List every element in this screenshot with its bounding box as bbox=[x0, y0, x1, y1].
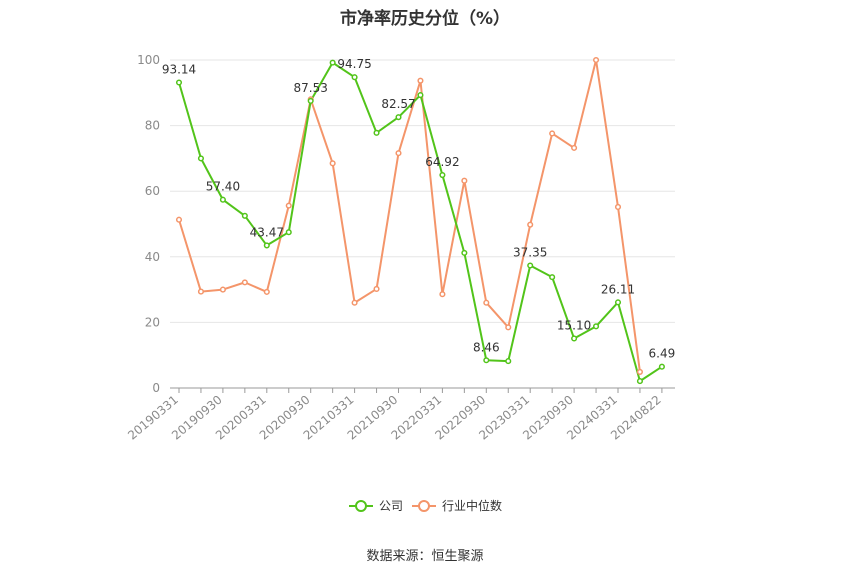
data-label: 26.11 bbox=[601, 282, 635, 296]
data-point bbox=[373, 285, 380, 292]
data-point bbox=[417, 92, 424, 99]
data-point bbox=[263, 242, 270, 249]
data-label: 8.46 bbox=[473, 340, 500, 354]
y-tick-label: 60 bbox=[145, 184, 160, 198]
data-label: 37.35 bbox=[513, 245, 547, 259]
y-tick-label: 100 bbox=[137, 53, 160, 67]
y-axis: 0 20 40 60 80 100 bbox=[137, 53, 160, 395]
legend-swatch-marker bbox=[418, 500, 430, 512]
data-point bbox=[175, 216, 183, 223]
data-point bbox=[571, 144, 578, 151]
y-tick-label: 80 bbox=[145, 119, 160, 133]
data-point bbox=[263, 288, 270, 295]
data-point bbox=[505, 358, 512, 365]
data-point bbox=[636, 378, 644, 385]
data-label: 87.53 bbox=[294, 81, 328, 95]
data-point bbox=[329, 160, 336, 167]
legend-item-0: 公司 bbox=[349, 499, 403, 513]
series-points bbox=[175, 56, 665, 385]
grid-lines bbox=[170, 59, 675, 389]
data-point bbox=[395, 114, 402, 121]
data-point bbox=[614, 203, 622, 210]
data-point bbox=[527, 262, 534, 269]
data-label: 6.49 bbox=[649, 347, 676, 361]
data-label: 57.40 bbox=[206, 180, 240, 194]
data-point bbox=[395, 150, 402, 157]
data-label: 15.10 bbox=[557, 318, 591, 332]
x-axis: 2019033120190930202003312020093020210331… bbox=[125, 388, 664, 443]
legend-label: 行业中位数 bbox=[442, 498, 502, 513]
data-point bbox=[241, 279, 248, 286]
data-labels: 93.14 57.40 43.47 87.53 94.75 82.57 64.92 8.46 3… bbox=[162, 57, 675, 360]
y-tick-label: 0 bbox=[152, 381, 160, 395]
data-label: 82.57 bbox=[381, 97, 415, 111]
data-point bbox=[483, 299, 490, 306]
chart-title: 市净率历史分位（%） bbox=[339, 9, 511, 29]
data-point bbox=[417, 77, 424, 84]
data-point bbox=[439, 172, 446, 179]
data-point bbox=[197, 155, 204, 162]
series-lines bbox=[178, 59, 663, 383]
legend-label: 公司 bbox=[379, 499, 403, 513]
data-point bbox=[658, 363, 665, 370]
data-point bbox=[527, 221, 534, 228]
data-point bbox=[593, 56, 600, 64]
data-point bbox=[329, 59, 336, 66]
data-point bbox=[307, 97, 314, 104]
legend-item-1: 行业中位数 bbox=[412, 498, 502, 513]
data-label: 64.92 bbox=[425, 155, 459, 169]
data-point bbox=[636, 368, 644, 375]
data-point bbox=[505, 324, 512, 331]
series-line-0 bbox=[178, 61, 663, 383]
data-point bbox=[439, 291, 446, 298]
data-label: 43.47 bbox=[250, 225, 284, 239]
data-point bbox=[197, 288, 204, 295]
data-point bbox=[549, 274, 556, 281]
data-point bbox=[614, 299, 622, 306]
data-point bbox=[351, 299, 358, 306]
data-point bbox=[373, 129, 380, 136]
data-point bbox=[593, 323, 600, 330]
data-point bbox=[351, 74, 358, 81]
data-point bbox=[461, 177, 468, 184]
y-tick-label: 20 bbox=[145, 315, 160, 329]
y-tick-label: 40 bbox=[145, 250, 160, 264]
data-point bbox=[571, 335, 578, 342]
data-point bbox=[285, 229, 292, 236]
data-point bbox=[549, 130, 556, 137]
data-point bbox=[483, 357, 490, 364]
data-point bbox=[285, 202, 292, 209]
data-point bbox=[241, 212, 248, 219]
data-point bbox=[461, 249, 468, 256]
data-point bbox=[175, 79, 183, 86]
data-point bbox=[219, 196, 226, 203]
source-note: 数据来源：恒生聚源 bbox=[366, 549, 484, 564]
legend: 公司 行业中位数 bbox=[349, 498, 502, 513]
data-label: 93.14 bbox=[162, 63, 196, 77]
data-point bbox=[219, 286, 226, 293]
data-label: 94.75 bbox=[337, 57, 371, 71]
legend-swatch-marker bbox=[355, 500, 367, 512]
series-line-1 bbox=[178, 59, 641, 373]
